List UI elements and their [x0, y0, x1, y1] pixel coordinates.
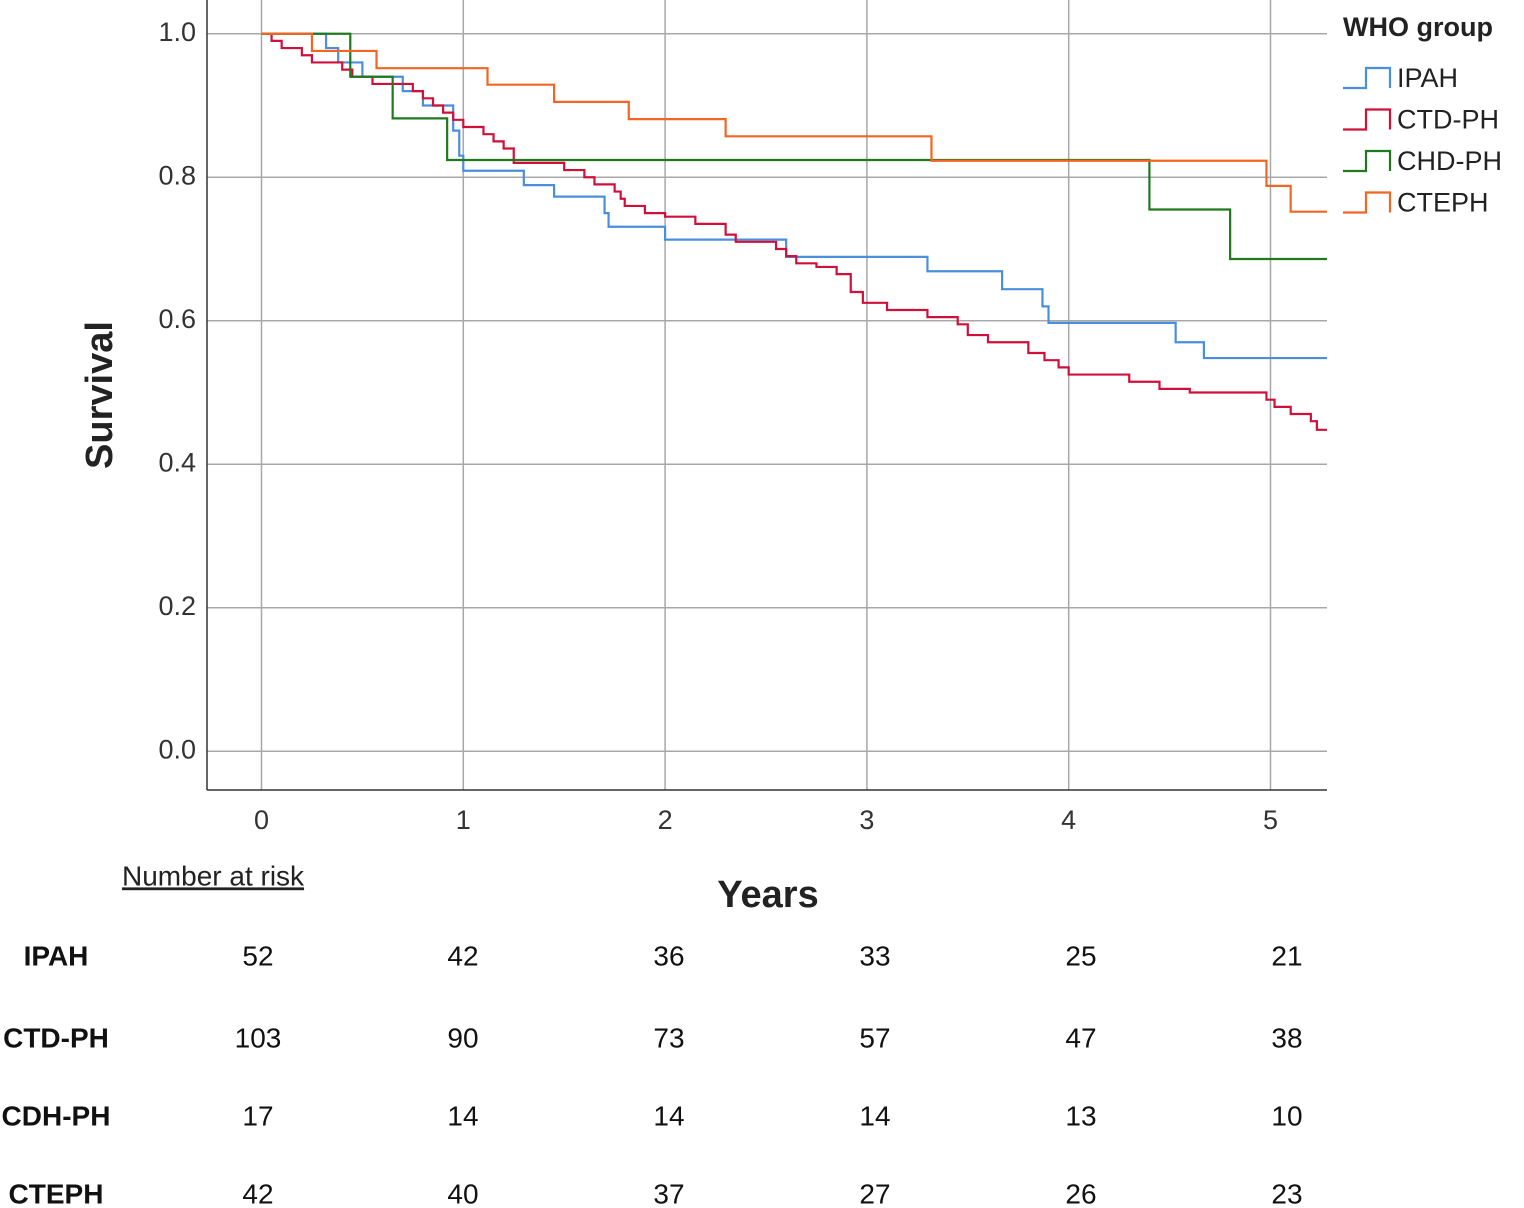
- x-tick-label: 5: [1263, 805, 1278, 835]
- risk-value: 33: [859, 940, 890, 971]
- risk-value: 42: [447, 940, 478, 971]
- risk-value: 23: [1271, 1178, 1302, 1208]
- x-tick-label: 1: [456, 805, 471, 835]
- risk-value: 103: [235, 1022, 282, 1053]
- survival-curve: [261, 32, 1327, 213]
- y-tick-label: 0.6: [158, 304, 196, 334]
- legend-label: CTEPH: [1397, 188, 1489, 218]
- y-tick-label: 0.8: [158, 160, 196, 190]
- survival-curve: [261, 32, 1327, 431]
- risk-value: 10: [1271, 1100, 1302, 1131]
- risk-value: 25: [1065, 940, 1096, 971]
- risk-value: 90: [447, 1022, 478, 1053]
- risk-value: 14: [653, 1100, 684, 1131]
- legend-swatch: [1343, 191, 1392, 214]
- x-tick-label: 0: [254, 805, 269, 835]
- risk-value: 14: [859, 1100, 890, 1131]
- legend-label: CTD-PH: [1397, 105, 1499, 135]
- risk-value: 52: [242, 940, 273, 971]
- x-tick-label: 2: [658, 805, 673, 835]
- y-tick-label: 0.0: [158, 734, 196, 764]
- y-axis-label: Survival: [79, 321, 121, 469]
- risk-value: 36: [653, 940, 684, 971]
- risk-value: 57: [859, 1022, 890, 1053]
- risk-row-label: CTEPH: [9, 1178, 104, 1208]
- risk-value: 27: [859, 1178, 890, 1208]
- risk-value: 14: [447, 1100, 478, 1131]
- x-tick-label: 4: [1061, 805, 1076, 835]
- risk-value: 73: [653, 1022, 684, 1053]
- legend-label: CHD-PH: [1397, 146, 1502, 176]
- survival-curve: [261, 32, 1327, 360]
- risk-value: 40: [447, 1178, 478, 1208]
- risk-row-label: CTD-PH: [3, 1022, 109, 1053]
- y-tick-label: 1.0: [158, 17, 196, 47]
- legend-swatch: [1343, 149, 1392, 173]
- y-tick-label: 0.2: [158, 591, 196, 621]
- risk-row-label: CDH-PH: [2, 1100, 111, 1131]
- risk-value: 13: [1065, 1100, 1096, 1131]
- risk-value: 37: [653, 1178, 684, 1208]
- risk-value: 26: [1065, 1178, 1096, 1208]
- legend-title: WHO group: [1343, 12, 1493, 42]
- y-tick-label: 0.4: [158, 447, 196, 477]
- x-tick-label: 3: [859, 805, 874, 835]
- legend-swatch: [1343, 108, 1392, 131]
- risk-row-label: IPAH: [24, 940, 89, 971]
- risk-value: 38: [1271, 1022, 1302, 1053]
- x-axis-label: Years: [717, 874, 818, 916]
- risk-value: 42: [242, 1178, 273, 1208]
- risk-value: 17: [242, 1100, 273, 1131]
- survival-curve: [261, 32, 1327, 261]
- risk-value: 47: [1065, 1022, 1096, 1053]
- risk-table-title: Number at risk: [122, 860, 305, 891]
- legend-label: IPAH: [1397, 63, 1458, 93]
- legend-swatch: [1343, 66, 1392, 90]
- risk-value: 21: [1271, 940, 1302, 971]
